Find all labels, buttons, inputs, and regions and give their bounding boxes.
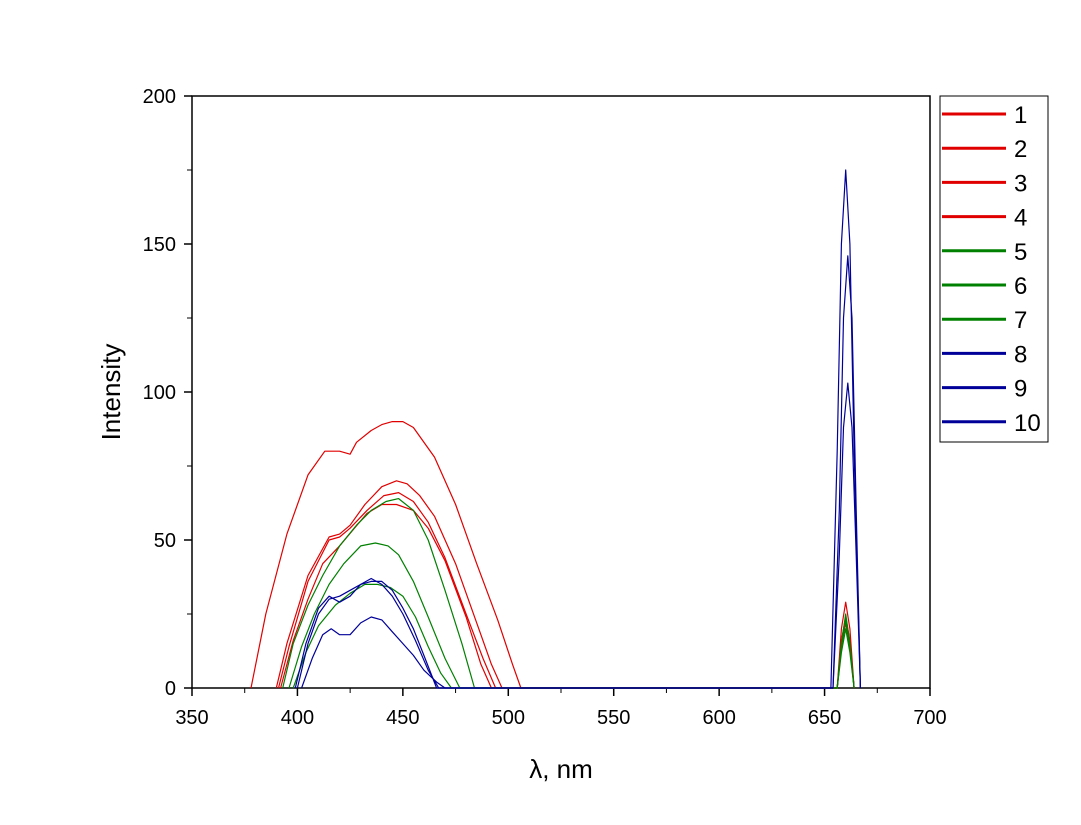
- y-axis-title: Intensity: [96, 344, 126, 441]
- x-tick-label: 450: [386, 707, 419, 729]
- legend-label-8: 8: [1014, 341, 1027, 368]
- x-tick-label: 600: [702, 707, 735, 729]
- legend-label-4: 4: [1014, 205, 1027, 232]
- series-line-8: [294, 169, 861, 689]
- legend: 1 2 3 4 5 6 7 8 9 10: [939, 95, 1049, 443]
- legend-label-5: 5: [1014, 239, 1027, 266]
- series-line-9: [296, 255, 861, 689]
- x-tick-label: 650: [808, 707, 841, 729]
- y-tick-label: 50: [154, 530, 176, 552]
- legend-label-9: 9: [1014, 376, 1027, 403]
- legend-label-1: 1: [1014, 102, 1027, 129]
- series-line-3: [277, 492, 855, 689]
- x-tick-label: 700: [913, 707, 946, 729]
- x-axis-ticks: 350 400 450 500 550 600 650 700: [175, 688, 947, 729]
- legend-label-3: 3: [1014, 170, 1027, 197]
- x-tick-label: 350: [175, 707, 208, 729]
- y-tick-label: 200: [143, 86, 176, 108]
- x-tick-label: 400: [281, 707, 314, 729]
- series-line-7: [292, 583, 855, 689]
- legend-label-6: 6: [1014, 273, 1027, 300]
- x-tick-label: 550: [597, 707, 630, 729]
- series-line-10: [301, 382, 861, 689]
- legend-label-7: 7: [1014, 307, 1027, 334]
- series-line-6: [288, 542, 855, 689]
- series-line-5: [282, 498, 855, 689]
- legend-box: [939, 95, 1049, 443]
- y-tick-label: 150: [143, 234, 176, 256]
- legend-label-10: 10: [1014, 410, 1041, 437]
- y-tick-label: 0: [165, 678, 176, 700]
- series-line-2: [275, 480, 855, 689]
- y-axis-ticks: 0 50 100 150 200: [143, 86, 192, 700]
- series-lines: [250, 169, 861, 689]
- x-tick-label: 500: [492, 707, 525, 729]
- legend-label-2: 2: [1014, 136, 1027, 163]
- series-line-1: [250, 421, 855, 689]
- x-axis-title: λ, nm: [529, 754, 593, 784]
- series-line-4: [280, 503, 855, 689]
- y-tick-label: 100: [143, 382, 176, 404]
